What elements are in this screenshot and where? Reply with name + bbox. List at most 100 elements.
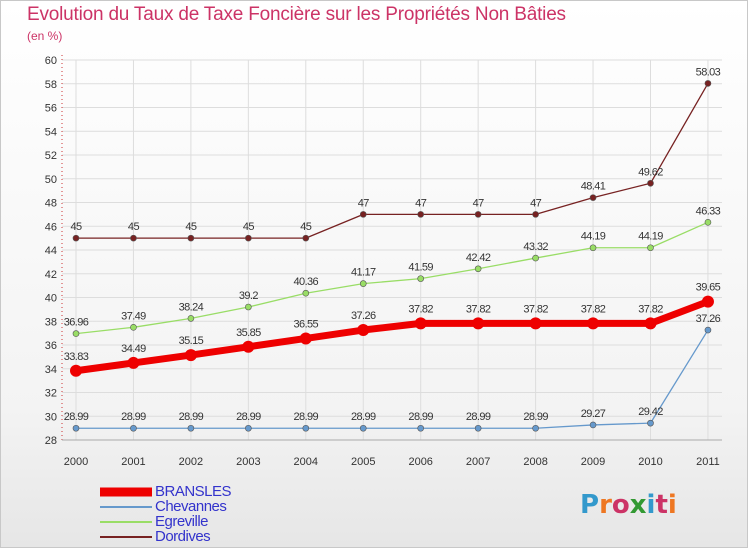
data-label: 49.62 [638,166,663,178]
y-tick-label: 50 [45,174,57,186]
data-point [130,424,137,432]
data-point [589,421,597,429]
data-label: 45 [243,221,255,233]
data-label: 37.82 [466,303,491,315]
data-point [187,424,195,432]
chart-subtitle: (en %) [27,29,63,43]
series-line-bransles [72,298,712,375]
legend-swatch [100,535,152,538]
data-point [587,317,600,330]
data-label: 28.99 [294,411,319,423]
data-label: 44.19 [581,231,606,243]
logo-letter: i [667,490,677,520]
series-line-chevannes [75,329,709,429]
series-line-egreville [75,221,709,335]
y-tick-label: 58 [45,79,57,91]
logo-letter: i [646,490,656,520]
data-point [644,317,657,330]
data-point [242,340,255,353]
data-point [130,234,137,242]
y-tick-label: 28 [45,435,57,447]
data-point [245,303,252,311]
data-label: 29.42 [638,406,663,418]
data-point [589,244,597,252]
legend-label: BRANSLES [155,483,232,500]
data-label: 28.99 [64,411,89,423]
data-label: 37.82 [408,303,433,315]
y-tick-label: 38 [45,316,57,328]
y-tick-label: 40 [45,293,57,305]
data-point [359,211,367,218]
legend-label: Dordives [155,528,211,545]
data-label: 45 [128,221,140,233]
legend-swatch [100,487,152,496]
data-point [302,424,310,432]
y-tick-label: 48 [45,198,57,210]
logo-letter: x [629,490,647,520]
data-label: 37.82 [523,303,548,315]
legend-item: Dordives [100,529,300,544]
legend-item: Chevannes [100,499,300,514]
data-label: 42.42 [466,252,491,264]
data-label: 47 [358,197,370,209]
data-point [357,324,370,337]
data-label: 47 [530,197,542,209]
legend-label: Egreville [155,513,209,530]
data-point [302,289,310,297]
data-label: 43.32 [523,241,548,253]
data-point [647,244,654,252]
y-tick-label: 34 [45,364,57,376]
data-label: 37.82 [638,303,663,315]
logo-letter: r [599,490,612,520]
legend-swatch [100,520,152,523]
data-point [704,80,712,87]
data-label: 28.99 [466,411,491,423]
data-label: 47 [473,197,485,209]
data-point [701,295,714,308]
y-tick-label: 30 [45,411,57,423]
data-point [704,326,712,334]
x-tick-label: 2004 [294,456,318,468]
data-point [417,424,425,432]
data-label: 37.26 [351,310,376,322]
y-tick-label: 32 [45,388,57,400]
data-label: 46.33 [696,205,721,217]
series-line-dordives [75,82,709,239]
data-point [532,424,539,432]
legend-swatch [100,505,152,508]
data-point [130,324,137,331]
x-tick-label: 2006 [408,456,432,468]
data-point [184,349,197,362]
grid-lines [62,59,722,441]
data-point [417,211,425,218]
data-label: 44.19 [638,231,663,243]
data-label: 28.99 [121,411,146,423]
data-label: 41.59 [408,262,433,274]
data-label: 41.17 [351,267,376,279]
y-tick-label: 60 [45,55,57,67]
data-label: 35.85 [236,327,261,339]
data-point [187,234,195,242]
data-label: 39.2 [239,290,258,302]
data-point [472,317,485,330]
data-label: 58.03 [696,66,721,78]
y-tick-label: 56 [45,103,57,115]
data-point [704,219,712,226]
data-label: 28.99 [523,411,548,423]
data-label: 28.99 [179,411,204,423]
data-point [72,330,80,337]
data-label: 38.24 [179,301,204,313]
data-label: 45 [300,221,312,233]
proxiti-logo: Proxiti [580,490,677,520]
y-tick-label: 44 [45,245,57,257]
data-label: 39.65 [696,282,721,294]
y-tick-label: 46 [45,221,57,233]
chart-legend: BRANSLES Chevannes Egreville Dordives [100,484,300,544]
data-point [589,194,597,201]
data-point [245,424,252,432]
y-tick-label: 42 [45,269,57,281]
data-label: 28.99 [351,411,376,423]
data-label: 33.83 [64,351,89,363]
data-label: 45 [185,221,197,233]
